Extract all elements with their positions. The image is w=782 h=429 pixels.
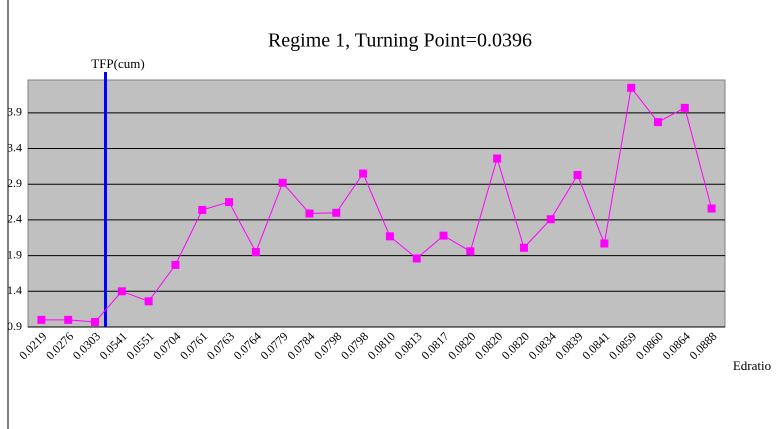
x-tick-label: 0.0779 [258,329,291,362]
point [493,154,502,163]
point [627,83,636,92]
point [64,315,73,324]
point [305,209,314,218]
x-tick-label: 0.0820 [499,329,532,362]
x-tick-label: 0.0860 [633,329,666,362]
y-tick-label: 0.9 [7,319,22,333]
x-tick-label: 0.0219 [16,329,49,362]
x-tick-label: 0.0761 [177,329,210,362]
y-tick-label: 3.9 [7,105,22,119]
point [359,169,368,178]
x-tick-label: 0.0551 [123,329,156,362]
x-tick-label: 0.0764 [231,329,264,362]
y-tick-label: 1.4 [7,283,22,297]
series-line [41,86,713,323]
x-tick-label: 0.0820 [445,329,478,362]
x-tick-label: 0.0763 [204,329,237,362]
point [680,103,689,112]
point [278,178,287,187]
x-axis-label: Edratio [733,358,771,373]
point [439,231,448,240]
y-tick-label: 2.9 [7,176,22,190]
x-tick-label: 0.0704 [150,329,183,362]
x-tick-label: 0.0839 [552,329,585,362]
point [707,204,716,213]
x-tick-label: 0.0817 [418,329,451,362]
x-tick-label: 0.0784 [284,329,317,362]
point [573,170,582,179]
x-tick-label: 0.0888 [686,329,719,362]
point [37,315,46,324]
point [546,215,555,224]
x-tick-label: 0.0864 [660,329,693,362]
point [385,232,394,241]
point [332,208,341,217]
point [171,260,180,269]
y-axis-label: TFP(cum) [91,56,144,71]
point [600,239,609,248]
point [144,297,153,306]
point [117,287,126,296]
point [198,205,207,214]
point [251,248,260,257]
x-tick-label: 0.0820 [472,329,505,362]
point [225,198,234,207]
plot-area [27,79,726,328]
x-tick-label: 0.0834 [526,329,559,362]
x-tick-label: 0.0541 [97,329,130,362]
x-tick-label: 0.0841 [579,329,612,362]
point [653,118,662,127]
point [412,254,421,263]
point [466,247,475,256]
y-tick-label: 2.4 [7,212,22,226]
x-tick-label: 0.0859 [606,329,639,362]
y-tick-label: 3.4 [7,140,22,154]
x-tick-label: 0.0813 [392,329,425,362]
chart-title: Regime 1, Turning Point=0.0396 [268,30,532,52]
x-tick-label: 0.0798 [338,329,371,362]
point [91,318,100,327]
y-tick-label: 1.9 [7,247,22,261]
x-tick-label: 0.0798 [311,329,344,362]
x-tick-label: 0.0276 [43,329,76,362]
x-tick-label: 0.0303 [70,329,103,362]
point [519,243,528,252]
x-tick-label: 0.0810 [365,329,398,362]
